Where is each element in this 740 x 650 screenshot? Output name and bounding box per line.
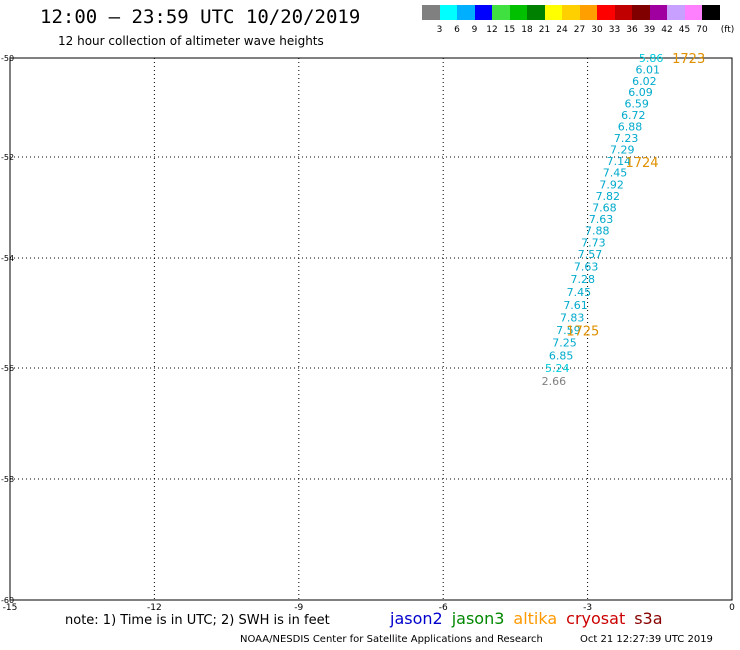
legend-swatch: [614, 5, 632, 20]
legend-label: 42: [661, 25, 673, 35]
y-tick-label: -56: [1, 364, 14, 373]
legend-label: 3: [436, 25, 443, 35]
legend-swatch: [597, 5, 615, 20]
satellite-label: jason2: [390, 609, 443, 628]
wave-height-label: 6.88: [618, 120, 643, 133]
wave-height-label: 6.02: [632, 75, 657, 88]
legend-swatch: [492, 5, 510, 20]
x-tick-label: -12: [147, 603, 162, 613]
legend-label: 70: [696, 25, 708, 35]
wave-height-label: 6.72: [621, 109, 646, 122]
legend-label: 21: [538, 25, 551, 35]
legend-swatch: [649, 5, 667, 20]
legend-swatch: [579, 5, 597, 20]
legend-swatch: [422, 5, 440, 20]
satellite-label: jason3: [451, 609, 505, 628]
legend-label: 18: [521, 25, 533, 35]
wave-height-label: 5.24: [545, 362, 570, 375]
x-tick-label: 0: [729, 603, 735, 613]
legend-label: 9: [471, 25, 478, 35]
wave-height-label: 7.29: [610, 144, 635, 157]
wave-height-label: 7.28: [571, 273, 596, 286]
legend-swatches: [422, 5, 720, 20]
legend-label: 6: [454, 25, 460, 35]
y-tick-label: -60: [1, 596, 14, 605]
legend-label: 33: [608, 25, 621, 35]
y-tick-label: -50: [1, 54, 14, 63]
legend-swatch: [439, 5, 457, 20]
chart-title: 12:00 – 23:59 UTC 10/20/2019: [40, 6, 361, 28]
plot-frame: [9, 57, 733, 601]
wave-height-label: 7.57: [578, 248, 603, 261]
wave-height-label: 7.83: [560, 311, 585, 324]
wave-height-label: 7.92: [599, 178, 624, 191]
wave-height-label: 7.45: [603, 167, 628, 180]
wave-height-label: 7.45: [567, 286, 592, 299]
legend-swatch: [632, 5, 650, 20]
satellite-label: altika: [513, 609, 558, 628]
wave-height-label: 7.63: [574, 260, 599, 273]
legend-swatch: [684, 5, 702, 20]
timestamp-text: Oct 21 12:27:39 UTC 2019: [580, 634, 713, 645]
satellite-legend: jason2 jason3 altika cryosat s3a: [390, 609, 663, 628]
wave-height-label: 7.88: [585, 225, 610, 238]
wave-height-label: 7.63: [589, 213, 614, 226]
time-annotation: 1725: [566, 325, 599, 340]
legend-label: 36: [626, 25, 638, 35]
footer-note: note: 1) Time is in UTC; 2) SWH is in fe…: [65, 613, 330, 628]
x-tick-label: -3: [583, 603, 592, 613]
legend-label: 15: [503, 25, 516, 35]
legend-swatch: [544, 5, 562, 20]
legend-label: 24: [556, 25, 568, 35]
legend-swatch: [702, 5, 720, 20]
chart-subtitle: 12 hour collection of altimeter wave hei…: [58, 34, 324, 48]
credit-text: NOAA/NESDIS Center for Satellite Applica…: [240, 634, 543, 645]
y-tick-label: -54: [1, 254, 14, 263]
legend-label: 27: [573, 25, 586, 35]
wave-height-label: 7.14: [607, 155, 632, 168]
satellite-label: s3a: [634, 609, 663, 628]
wave-height-label: 7.68: [592, 202, 617, 215]
wave-height-label: 6.59: [624, 98, 649, 111]
wave-height-label: 7.23: [614, 132, 639, 145]
legend-swatch: [509, 5, 527, 20]
legend-label: 12: [486, 25, 498, 35]
time-annotation: 1723: [672, 52, 705, 67]
x-tick-label: -9: [294, 603, 303, 613]
legend-label: 39: [643, 25, 656, 35]
legend-label: 30: [591, 25, 603, 35]
wave-height-label: 7.82: [596, 190, 621, 203]
legend-labels: 3 6 9 12 15 18 21 24 27 30 33 36 39 42 45 70 (ft): [422, 25, 740, 37]
wave-height-label: 2.66: [542, 375, 567, 388]
legend-swatch: [527, 5, 545, 20]
wave-height-label: 6.85: [549, 349, 574, 362]
satellite-label: cryosat: [566, 609, 626, 628]
legend-swatch: [474, 5, 492, 20]
legend-swatch: [562, 5, 580, 20]
legend-label: (ft): [720, 25, 735, 35]
wave-height-label: 7.73: [581, 236, 606, 249]
wave-height-label: 5.86: [639, 52, 664, 65]
x-tick-label: -15: [3, 603, 18, 613]
y-tick-label: -52: [1, 153, 14, 162]
legend-swatch: [457, 5, 475, 20]
wave-height-label: 6.09: [628, 86, 653, 99]
wave-height-label: 7.25: [552, 337, 577, 350]
legend-label: 45: [678, 25, 691, 35]
x-tick-label: -6: [439, 603, 448, 613]
wave-height-label: 7.61: [563, 299, 588, 312]
color-legend: 3 6 9 12 15 18 21 24 27 30 33 36 39 42 45 70 (ft): [422, 5, 734, 35]
wave-height-label: 7.59: [556, 324, 581, 337]
time-annotation: 1724: [625, 156, 658, 171]
y-tick-label: -58: [1, 475, 14, 484]
legend-swatch: [667, 5, 685, 20]
wave-height-label: 6.01: [636, 63, 661, 76]
